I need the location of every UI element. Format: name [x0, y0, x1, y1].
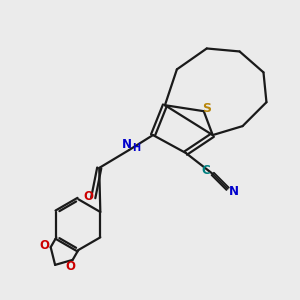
Text: O: O: [39, 239, 49, 252]
Text: O: O: [83, 190, 93, 203]
Text: S: S: [202, 102, 211, 115]
Text: N: N: [229, 185, 239, 198]
Text: C: C: [202, 164, 211, 177]
Text: N: N: [122, 138, 132, 152]
Text: H: H: [132, 143, 140, 153]
Text: O: O: [65, 260, 75, 273]
